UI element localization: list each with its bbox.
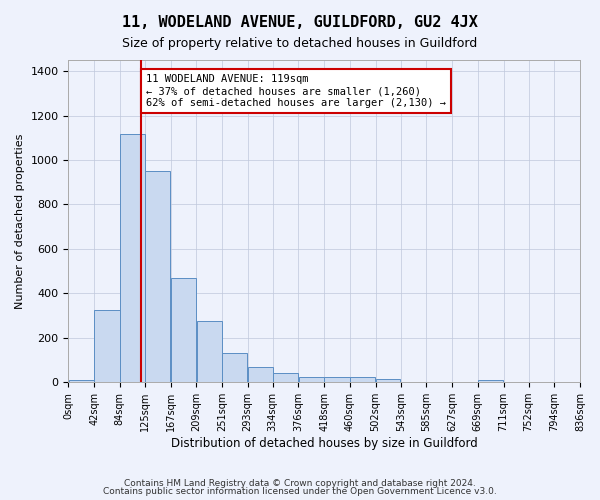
Bar [120,134,145,382]
Bar [273,373,298,382]
Text: 11, WODELAND AVENUE, GUILDFORD, GU2 4JX: 11, WODELAND AVENUE, GUILDFORD, GU2 4JX [122,15,478,30]
Bar [197,321,222,382]
Bar [478,380,503,382]
Text: Contains HM Land Registry data © Crown copyright and database right 2024.: Contains HM Land Registry data © Crown c… [124,478,476,488]
X-axis label: Distribution of detached houses by size in Guildford: Distribution of detached houses by size … [171,437,478,450]
Bar [145,171,170,382]
Bar [171,278,196,382]
Bar [94,310,119,382]
Bar [222,354,247,382]
Bar [350,376,376,382]
Bar [248,366,272,382]
Bar [325,376,350,382]
Bar [299,376,324,382]
Y-axis label: Number of detached properties: Number of detached properties [15,134,25,309]
Text: 11 WODELAND AVENUE: 119sqm
← 37% of detached houses are smaller (1,260)
62% of s: 11 WODELAND AVENUE: 119sqm ← 37% of deta… [146,74,446,108]
Bar [68,380,94,382]
Bar [376,379,400,382]
Text: Contains public sector information licensed under the Open Government Licence v3: Contains public sector information licen… [103,487,497,496]
Text: Size of property relative to detached houses in Guildford: Size of property relative to detached ho… [122,38,478,51]
